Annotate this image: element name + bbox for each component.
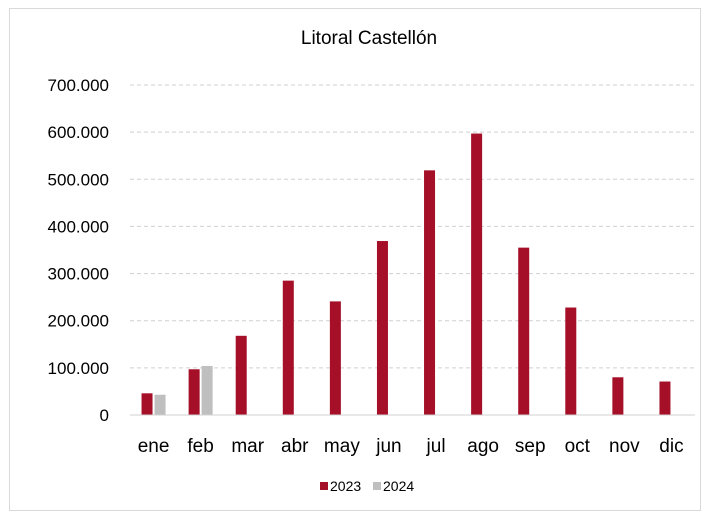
bar-2024-feb [201,365,213,415]
legend-label: 2024 [383,478,414,494]
y-tick-label: 600.000 [48,123,109,142]
x-tick-label: oct [565,436,591,457]
y-tick-label: 400.000 [48,217,109,236]
x-tick-label: dic [659,436,683,457]
y-tick-label: 100.000 [48,359,109,378]
bars [141,133,671,416]
bar-2023-dic [659,381,671,415]
gridlines [130,84,695,369]
x-tick-label: may [324,436,360,457]
bar-2023-jul [424,170,436,415]
x-tick-label: nov [609,436,640,457]
chart-frame [9,8,701,511]
bar-2023-abr [282,280,294,415]
y-tick-label: 200.000 [48,312,109,331]
bar-2023-ene [141,393,153,415]
x-tick-label: jun [375,436,401,457]
bar-2023-sep [518,247,530,415]
bar-2024-ene [154,394,166,415]
y-tick-label: 0 [100,406,109,425]
x-tick-label: mar [231,436,264,457]
bar-2023-jun [376,241,388,415]
y-tick-label: 300.000 [48,265,109,284]
x-tick-label: abr [281,436,309,457]
x-tick-label: sep [515,436,546,457]
bar-2023-nov [612,377,624,415]
x-axis-ticks: ene feb mar abr may jun jul ago sep oct nov dic [138,436,684,457]
bar-2023-feb [188,369,200,415]
y-tick-label: 700.000 [48,76,109,95]
legend-swatch [373,482,381,490]
bar-2023-may [329,301,341,415]
bar-2023-oct [565,307,577,415]
x-tick-label: jul [426,436,446,457]
y-tick-label: 500.000 [48,170,109,189]
bar-2023-ago [471,133,483,416]
legend-label: 2023 [330,478,361,494]
legend-swatch [320,482,328,490]
chart-title: Litoral Castellón [301,28,437,49]
x-tick-label: ene [138,436,170,457]
bar-2023-mar [235,335,247,415]
legend: 2023 2024 [320,478,414,494]
x-tick-label: feb [187,436,213,457]
x-tick-label: ago [467,436,499,457]
y-axis-ticks: 0 100.000 200.000 300.000 400.000 500.000 600.… [48,76,109,425]
